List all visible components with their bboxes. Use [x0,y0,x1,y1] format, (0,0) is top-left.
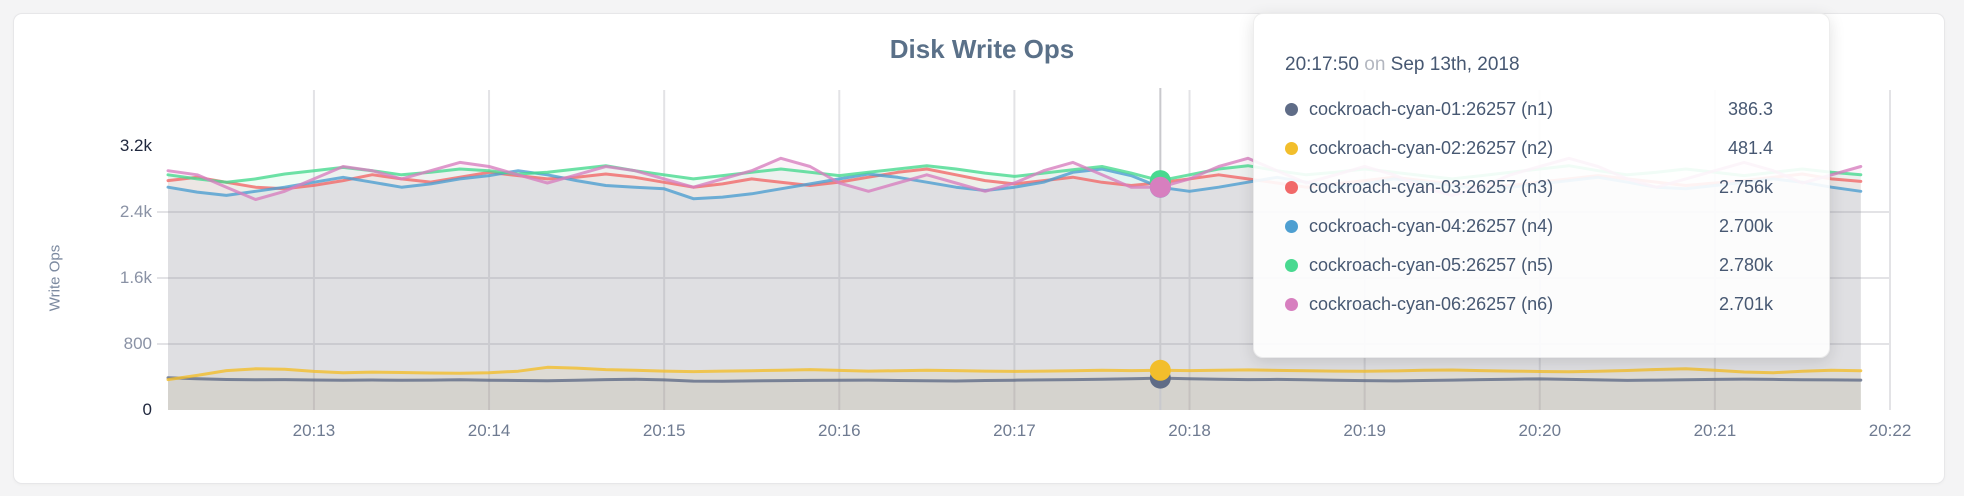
series-dot-n4-icon [1285,220,1298,233]
tooltip-row-n3: cockroach-cyan-03:26257 (n3) 2.756k [1285,168,1773,207]
series-label: cockroach-cyan-06:26257 (n6) [1309,294,1554,314]
y-axis-tick-label: 3.2k [119,136,152,155]
series-dot-n3-icon [1285,181,1298,194]
hover-tooltip: 20:17:50 on Sep 13th, 2018 cockroach-cya… [1253,13,1830,358]
y-axis-tick-label: 0 [142,400,152,419]
tooltip-timestamp: 20:17:50 on Sep 13th, 2018 [1285,54,1773,76]
x-axis-tick-label: 20:13 [292,421,336,440]
series-label: cockroach-cyan-05:26257 (n5) [1309,255,1554,275]
series-value: 2.756k [1718,177,1773,197]
series-value: 386.3 [1727,99,1773,119]
x-axis-tick-label: 20:15 [642,421,686,440]
tooltip-row-n4: cockroach-cyan-04:26257 (n4) 2.700k [1285,207,1773,246]
x-axis-tick-label: 20:21 [1693,421,1737,440]
series-dot-n5-icon [1285,259,1298,272]
x-axis-tick-label: 20:14 [467,421,511,440]
series-value: 2.700k [1718,216,1773,236]
series-dot-n1-icon [1285,103,1298,116]
series-dot-n2-icon [1285,142,1298,155]
series-dot-n6-icon [1285,298,1298,311]
y-axis-tick-label: 1.6k [119,268,152,287]
series-value: 481.4 [1727,138,1773,158]
series-value: 2.701k [1718,294,1773,314]
x-axis-tick-label: 20:19 [1343,421,1386,440]
x-axis-tick-label: 20:17 [993,421,1036,440]
tooltip-row-n1: cockroach-cyan-01:26257 (n1) 386.3 [1285,90,1773,129]
series-label: cockroach-cyan-02:26257 (n2) [1309,138,1554,158]
y-axis-tick-label: 2.4k [119,202,152,221]
x-axis-tick-label: 20:20 [1518,421,1562,440]
tooltip-row-n2: cockroach-cyan-02:26257 (n2) 481.4 [1285,129,1773,168]
y-axis-tick-label: 800 [123,334,152,353]
tooltip-row-n5: cockroach-cyan-05:26257 (n5) 2.780k [1285,246,1773,285]
tooltip-time: 20:17:50 [1285,54,1359,75]
x-axis-tick-label: 20:18 [1168,421,1211,440]
tooltip-date: Sep 13th, 2018 [1390,54,1520,75]
x-axis-tick-label: 20:16 [818,421,861,440]
series-value: 2.780k [1718,255,1773,275]
x-axis-tick-label: 20:22 [1868,421,1912,440]
tooltip-on-word: on [1364,54,1386,75]
series-label: cockroach-cyan-03:26257 (n3) [1309,177,1554,197]
chart-title: Disk Write Ops [889,34,1075,64]
series-label: cockroach-cyan-01:26257 (n1) [1309,99,1554,119]
tooltip-row-n6: cockroach-cyan-06:26257 (n6) 2.701k [1285,285,1773,324]
series-label: cockroach-cyan-04:26257 (n4) [1309,216,1554,236]
